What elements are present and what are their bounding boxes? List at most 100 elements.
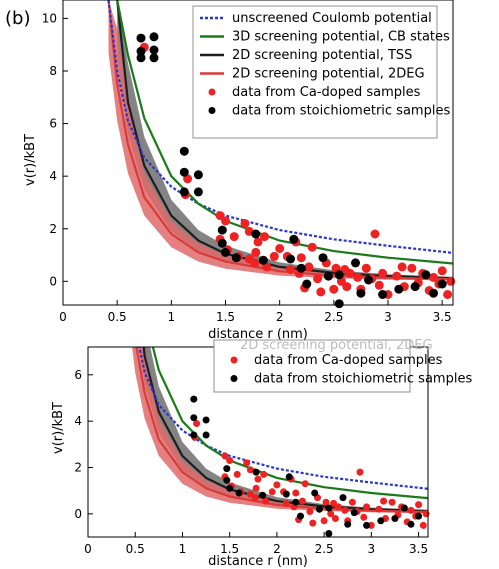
- data-point: [407, 263, 417, 273]
- data-point: [429, 288, 438, 298]
- data-point: [297, 512, 304, 520]
- legend-box: [192, 5, 438, 139]
- data-point: [259, 491, 267, 499]
- data-point: [231, 253, 241, 263]
- data-point: [292, 489, 300, 497]
- data-point: [363, 503, 371, 511]
- data-point: [391, 515, 399, 522]
- data-point: [356, 288, 366, 298]
- x-tick-label: 0: [59, 310, 67, 324]
- plot-frame: [62, 0, 454, 306]
- y-tick-label: 4: [49, 169, 57, 183]
- data-point: [252, 484, 260, 492]
- data-point: [419, 521, 427, 529]
- data-point: [315, 505, 323, 513]
- data-point: [311, 489, 319, 497]
- legend-partial-label: 2D screening potential, 2DEG: [240, 338, 433, 353]
- legend-box: [213, 339, 411, 393]
- data-point: [394, 284, 404, 294]
- data-point: [202, 416, 210, 424]
- x-tick-label: 1: [179, 542, 187, 556]
- data-point: [375, 505, 383, 513]
- y-tick-label: 0: [74, 507, 82, 521]
- data-point: [360, 513, 368, 521]
- data-point: [292, 498, 300, 506]
- x-axis-label: distance r (nm): [208, 554, 308, 569]
- data-point: [339, 494, 347, 502]
- legend-label: data from stoichiometric samples: [254, 372, 472, 387]
- x-tick-label: 1.5: [220, 542, 239, 556]
- legend-marker: [208, 88, 216, 96]
- data-point: [350, 509, 358, 517]
- x-tick-label: 3: [368, 542, 376, 556]
- data-point: [296, 253, 306, 263]
- data-point: [364, 275, 373, 285]
- x-axis-label: distance r (nm): [208, 327, 308, 342]
- data-point: [353, 272, 363, 282]
- data-point: [378, 290, 388, 299]
- data-point: [323, 271, 333, 281]
- x-tick-label: 3.5: [409, 542, 428, 556]
- data-point: [251, 247, 261, 257]
- data-point: [407, 520, 415, 528]
- data-point: [221, 216, 230, 226]
- data-point: [273, 481, 281, 489]
- y-tick-label: 10: [42, 11, 57, 25]
- data-point: [351, 258, 360, 268]
- data-point: [262, 497, 270, 505]
- data-point: [226, 484, 234, 492]
- curve-0: [142, 347, 428, 513]
- data-point: [407, 506, 415, 514]
- data-point: [363, 521, 371, 529]
- x-tick-label: 0.5: [108, 310, 127, 324]
- data-point: [415, 512, 423, 520]
- data-point: [149, 32, 159, 42]
- data-point: [286, 265, 295, 274]
- data-point: [282, 499, 290, 507]
- y-tick-label: 2: [74, 460, 82, 474]
- y-axis-label: v(r)/kBT: [51, 402, 66, 454]
- data-point: [298, 497, 306, 505]
- data-point: [378, 268, 388, 278]
- data-point: [251, 229, 261, 239]
- data-point: [377, 517, 385, 525]
- data-point: [240, 219, 250, 228]
- data-point: [313, 274, 323, 284]
- data-point: [252, 468, 260, 476]
- legend-label: 2D screening potential, 2DEG: [232, 67, 425, 82]
- x-tick-label: 2.5: [315, 542, 334, 556]
- data-point: [233, 470, 241, 478]
- data-point: [193, 187, 203, 197]
- x-tick-label: 2.5: [324, 310, 343, 324]
- data-point: [437, 266, 447, 276]
- data-point: [190, 395, 198, 403]
- data-point: [251, 494, 259, 502]
- data-point: [370, 229, 380, 239]
- x-tick-label: 3: [384, 310, 392, 324]
- data-point: [380, 497, 388, 505]
- data-point: [318, 253, 328, 263]
- curve-2: [107, 0, 453, 254]
- data-point: [253, 237, 263, 247]
- data-point: [136, 33, 146, 43]
- data-point: [286, 254, 295, 264]
- data-point: [320, 517, 328, 525]
- legend-label: 2D screening potential, TSS: [232, 48, 412, 63]
- curve-3: [151, 347, 428, 500]
- data-point: [421, 270, 431, 280]
- data-point: [348, 498, 356, 506]
- x-tick-label: 2: [276, 310, 284, 324]
- data-point: [250, 258, 260, 268]
- legend: unscreened Coulomb potential 3D screening…: [192, 5, 450, 139]
- data-point: [361, 263, 371, 273]
- data-point: [193, 170, 203, 180]
- y-tick-label: 6: [49, 117, 57, 131]
- legend-marker: [230, 375, 238, 382]
- legend-label: data from Ca-doped samples: [232, 85, 421, 100]
- y-tick-label: 2: [49, 222, 57, 236]
- data-point: [304, 262, 314, 272]
- data-point: [246, 466, 254, 474]
- x-tick-label: 3.5: [433, 310, 452, 324]
- data-point: [400, 504, 408, 512]
- data-point: [392, 271, 402, 281]
